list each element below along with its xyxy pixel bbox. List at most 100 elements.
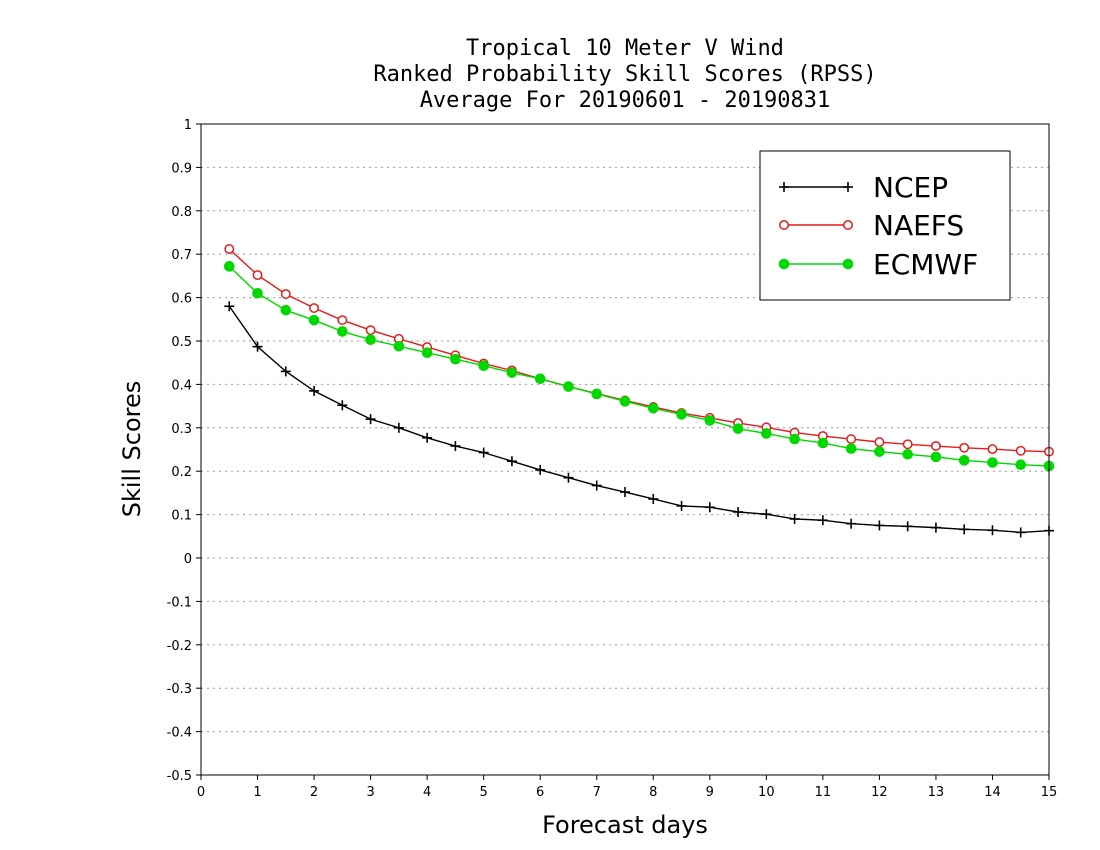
- chart-title: Tropical 10 Meter V Wind: [466, 36, 784, 61]
- data-point-ncep: [817, 515, 828, 526]
- y-tick-label: 0.6: [171, 292, 192, 307]
- data-point-ecmwf: [874, 446, 885, 457]
- x-tick-label: 5: [480, 785, 488, 800]
- x-tick-label: 4: [423, 785, 431, 800]
- data-point-ecmwf: [789, 433, 800, 445]
- data-point-ecmwf: [930, 451, 942, 463]
- data-point-naefs: [902, 439, 913, 450]
- legend-marker-naefs: [843, 220, 853, 230]
- legend: NCEP NAEFS ECMWF: [759, 150, 1011, 301]
- x-tick-label: 13: [928, 785, 945, 800]
- data-point-ecmwf: [450, 353, 461, 365]
- data-point-ecmwf: [987, 457, 998, 468]
- y-tick-label: 0.3: [171, 422, 192, 437]
- data-point-ecmwf: [1015, 459, 1027, 470]
- y-tick-label: 0: [184, 552, 192, 567]
- y-tick-label: 0.5: [171, 335, 192, 350]
- data-point-ncep: [365, 414, 376, 425]
- y-tick-label: 0.2: [171, 465, 192, 480]
- x-tick-label: 2: [310, 785, 318, 800]
- series-ncep: [224, 301, 1054, 538]
- y-tick-label: 0.9: [171, 161, 192, 176]
- data-point-naefs: [959, 442, 970, 453]
- y-tick-label: 1: [184, 118, 192, 133]
- data-point-naefs: [930, 441, 941, 451]
- data-point-ecmwf: [845, 443, 857, 454]
- data-point-ncep: [987, 525, 998, 536]
- y-axis-label: Skill Scores: [118, 381, 146, 518]
- x-tick-label: 11: [815, 785, 832, 800]
- data-point-ecmwf: [761, 428, 772, 439]
- data-point-ecmwf: [506, 367, 518, 378]
- series-line-ncep: [228, 305, 1050, 534]
- data-point-ecmwf: [817, 437, 829, 449]
- legend-marker-naefs: [779, 220, 789, 230]
- data-point-ecmwf: [280, 304, 292, 316]
- chart-subtitle: Ranked Probability Skill Scores (RPSS): [373, 62, 877, 87]
- data-point-ncep: [252, 341, 263, 352]
- data-point-ncep: [761, 509, 772, 520]
- data-point-ncep: [874, 520, 885, 531]
- data-point-naefs: [846, 434, 857, 445]
- x-tick-label: 6: [536, 785, 544, 800]
- legend-entry-naefs: NAEFS: [779, 209, 964, 242]
- data-point-naefs: [874, 437, 885, 448]
- data-point-naefs: [365, 325, 376, 336]
- data-point-ncep: [846, 518, 857, 529]
- data-point-ecmwf: [337, 326, 348, 337]
- data-point-ncep: [563, 472, 574, 483]
- data-point-ncep: [224, 301, 235, 312]
- data-point-ecmwf: [563, 381, 574, 392]
- series-ecmwf: [223, 261, 1055, 472]
- data-point-ncep: [930, 522, 941, 533]
- y-axis: -0.5 -0.4 -0.3 -0.2 -0.1 0 0.1 0.2 0.3 0.4 0.5 0.6 0…: [167, 118, 201, 784]
- data-point-ecmwf: [591, 388, 603, 400]
- y-tick-label: 0.4: [171, 378, 192, 393]
- data-point-ncep: [337, 400, 348, 411]
- x-tick-label: 9: [706, 785, 714, 800]
- x-tick-label: 14: [984, 785, 1001, 800]
- legend-marker-ecmwf: [842, 258, 854, 270]
- data-point-naefs: [224, 244, 235, 254]
- data-point-ncep: [535, 464, 546, 475]
- data-point-ecmwf: [902, 448, 913, 460]
- data-point-ncep: [422, 432, 433, 443]
- data-point-naefs: [280, 289, 291, 300]
- data-point-ncep: [704, 502, 715, 513]
- data-point-ncep: [393, 422, 404, 433]
- chart-subtitle-period: Average For 20190601 - 20190831: [419, 88, 831, 113]
- data-point-naefs: [1015, 445, 1026, 456]
- y-tick-label: 0.1: [171, 509, 192, 524]
- data-point-ecmwf: [223, 261, 235, 272]
- y-tick-label: -0.2: [167, 639, 192, 654]
- data-point-ncep: [309, 385, 320, 396]
- data-point-ecmwf: [619, 396, 631, 407]
- data-point-ecmwf: [534, 373, 546, 385]
- x-tick-label: 3: [366, 785, 374, 800]
- data-point-ecmwf: [365, 334, 376, 345]
- data-point-naefs: [337, 315, 348, 326]
- series-layer: [223, 244, 1055, 538]
- x-axis-label: Forecast days: [542, 811, 708, 839]
- y-tick-label: 0.7: [171, 248, 192, 263]
- x-tick-label: 15: [1041, 785, 1058, 800]
- legend-label-naefs: NAEFS: [873, 209, 964, 242]
- legend-marker-ncep: [779, 182, 789, 192]
- data-point-ncep: [506, 456, 517, 467]
- data-point-ncep: [789, 513, 800, 524]
- data-point-ncep: [450, 441, 461, 452]
- legend-label-ncep: NCEP: [873, 171, 948, 204]
- data-point-ecmwf: [393, 340, 405, 352]
- data-point-ecmwf: [958, 455, 970, 466]
- legend-entry-ecmwf: ECMWF: [778, 248, 978, 281]
- legend-label-ecmwf: ECMWF: [873, 248, 978, 281]
- data-point-ecmwf: [252, 287, 263, 299]
- data-point-ncep: [280, 366, 291, 377]
- legend-entry-ncep: NCEP: [779, 171, 948, 204]
- data-point-ncep: [902, 521, 913, 532]
- x-tick-label: 10: [758, 785, 775, 800]
- data-point-ncep: [478, 447, 489, 458]
- x-axis: 0 1 2 3 4 5 6 7 8 9 10 11 12 13 14 15: [197, 775, 1057, 800]
- x-tick-label: 8: [649, 785, 657, 800]
